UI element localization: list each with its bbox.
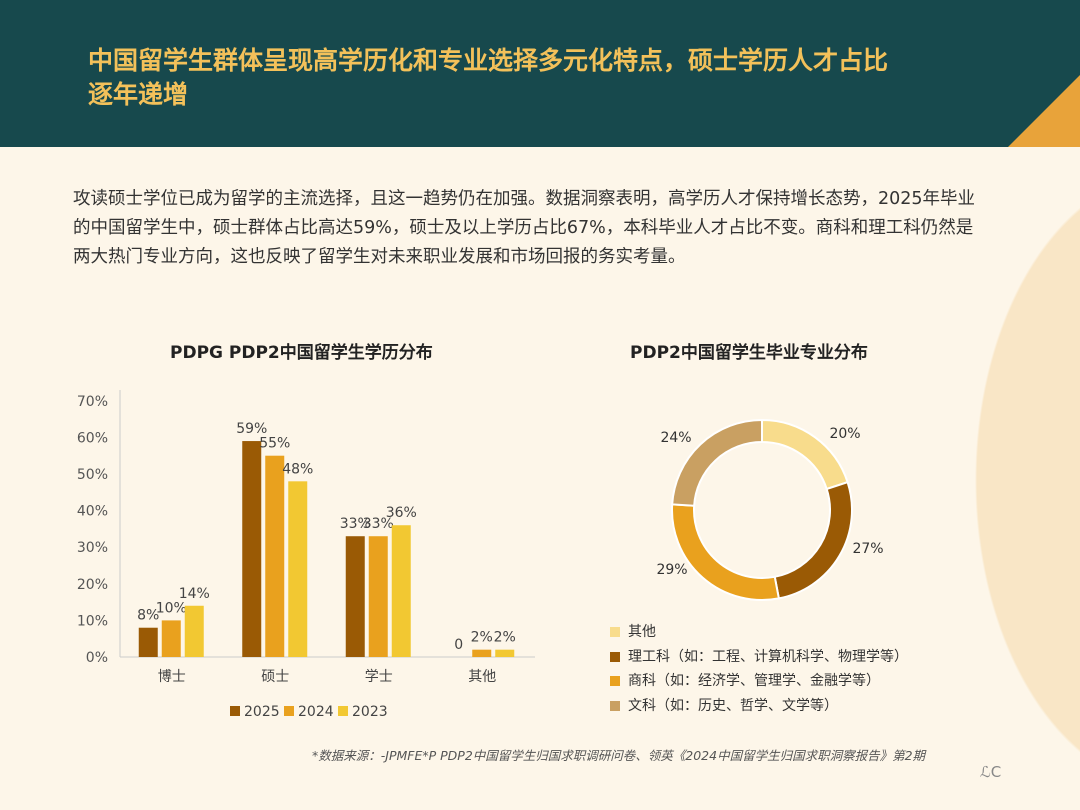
- legend-label: 商科（如：经济学、管理学、金融学等）: [628, 673, 880, 689]
- y-tick-label: 70%: [77, 394, 108, 410]
- bar-2024: [265, 455, 285, 657]
- donut-slice: [671, 503, 781, 601]
- bar-2023: [495, 649, 515, 657]
- legend-item: 商科（如：经济学、管理学、金融学等）: [610, 669, 908, 694]
- bar-data-label: 48%: [282, 461, 313, 477]
- legend-swatch: [230, 706, 240, 716]
- bar-data-label: 55%: [259, 436, 290, 452]
- legend-item: 其他: [610, 620, 908, 645]
- legend-label: 2024: [298, 704, 334, 720]
- legend-swatch: [610, 676, 620, 687]
- legend-swatch: [338, 706, 348, 716]
- donut-slice: [671, 418, 763, 507]
- legend-label: 2025: [244, 704, 280, 720]
- source-note: *数据来源：-JPMFE*P PDP2中国留学生归国求职调研问卷、领英《2024…: [312, 748, 926, 763]
- x-tick-label: 学士: [365, 669, 393, 685]
- bar-2025: [242, 441, 262, 657]
- y-tick-label: 40%: [77, 504, 108, 520]
- slice-label: 29%: [656, 562, 687, 578]
- bar-2023: [288, 481, 308, 657]
- legend-item: 理工科（如：工程、计算机科学、物理学等）: [610, 645, 908, 670]
- bar-data-label: 36%: [386, 505, 417, 521]
- bar-data-label: 8%: [137, 608, 159, 624]
- slice-label: 24%: [660, 430, 691, 446]
- bar-data-label: 10%: [156, 600, 187, 616]
- legend-swatch: [610, 651, 620, 662]
- bar-2024: [472, 649, 492, 657]
- legend-label: 2023: [352, 704, 388, 720]
- bar-2024: [368, 536, 388, 657]
- legend-swatch: [610, 627, 620, 638]
- bar-2025: [345, 536, 365, 657]
- bar-data-label: 33%: [340, 516, 371, 532]
- x-tick-label: 博士: [158, 668, 186, 685]
- y-tick-label: 30%: [77, 540, 108, 556]
- bar-2023: [184, 605, 204, 657]
- legend-label: 其他: [628, 624, 656, 640]
- legend-item: 文科（如：历史、哲学、文学等）: [610, 694, 908, 719]
- legend-label: 理工科（如：工程、计算机科学、物理学等）: [628, 648, 908, 665]
- logo: ℒC: [980, 763, 1002, 781]
- donut-slice: [773, 480, 853, 600]
- y-tick-label: 50%: [77, 467, 108, 483]
- page-title: 中国留学生群体呈现高学历化和专业选择多元化特点，硕士学历人才占比逐年递增: [88, 46, 889, 109]
- donut-chart-title: PDP2中国留学生毕业专业分布: [630, 343, 868, 363]
- bar-2025: [138, 627, 158, 657]
- decorative-triangle: [1008, 75, 1080, 147]
- decorative-circle: [975, 170, 1080, 790]
- legend-swatch: [610, 700, 620, 711]
- bar-data-label: 33%: [363, 516, 394, 532]
- slice-label: 27%: [852, 541, 883, 557]
- y-tick-label: 60%: [77, 430, 108, 446]
- bar-data-label: 59%: [236, 421, 267, 437]
- bar-2024: [161, 620, 181, 657]
- intro-paragraph: 攻读硕士学位已成为留学的主流选择，且这一趋势仍在加强。数据洞察表明，高学历人才保…: [73, 189, 976, 267]
- bar-2023: [391, 525, 411, 657]
- bar-data-label: 0: [454, 637, 463, 653]
- header-bar: [0, 0, 1080, 147]
- legend-swatch: [284, 706, 294, 716]
- donut-legend: 其他理工科（如：工程、计算机科学、物理学等） 商科（如：经济学、管理学、金融学等）…: [610, 620, 908, 718]
- y-tick-label: 20%: [77, 577, 108, 593]
- y-tick-label: 0%: [86, 650, 108, 666]
- bar-data-label: 14%: [179, 586, 210, 602]
- bar-data-label: 2%: [494, 630, 516, 646]
- x-tick-label: 其他: [468, 669, 496, 685]
- bar-chart-title: PDPG PDP2中国留学生学历分布: [170, 343, 433, 363]
- bar-data-label: 2%: [471, 630, 493, 646]
- legend-label: 文科（如：历史、哲学、文学等）: [628, 697, 838, 714]
- x-tick-label: 硕士: [261, 669, 289, 685]
- slice-label: 20%: [829, 426, 860, 442]
- y-tick-label: 10%: [77, 613, 108, 629]
